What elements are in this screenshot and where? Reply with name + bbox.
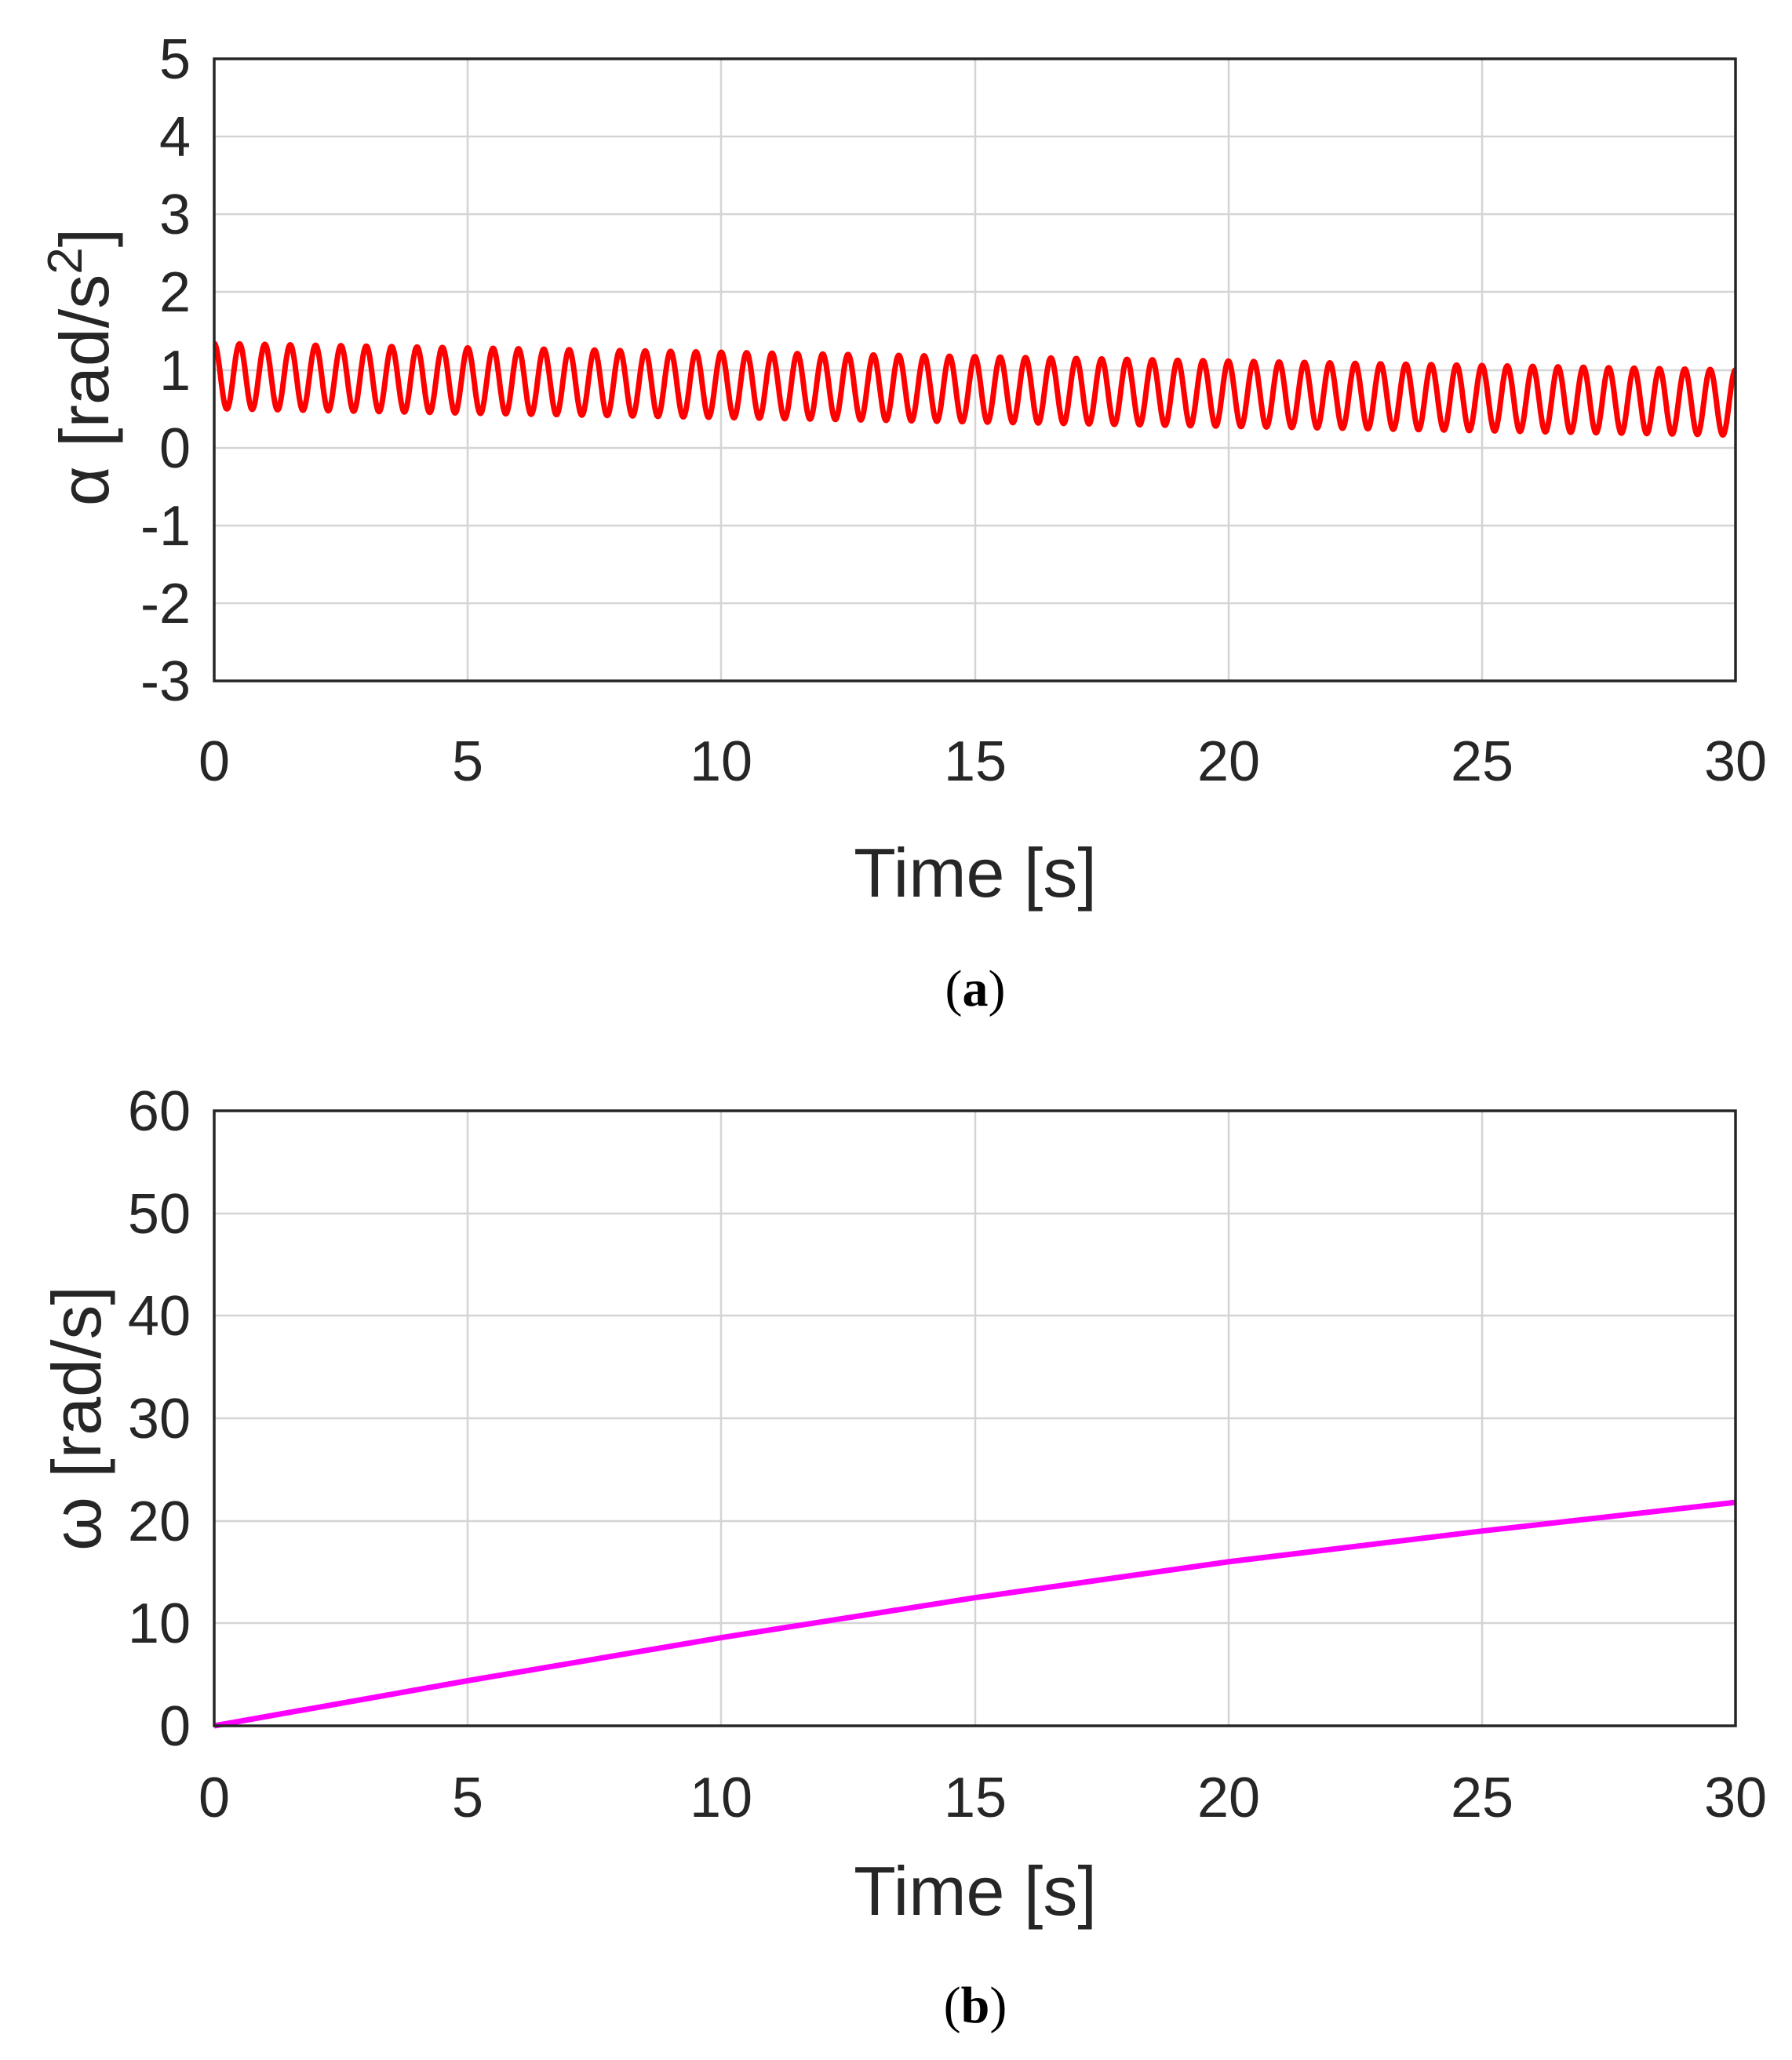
panel-a-xtick-label: 30 [1704,730,1767,793]
panel-b-ytick-label: 10 [128,1592,191,1655]
panel-a-ytick-label: -2 [140,573,191,635]
panel-a-ytick-label: 0 [159,417,191,480]
panel-b-xtick-label: 0 [199,1767,230,1829]
panel-a-ytick-label: 3 [159,184,191,246]
panel-a-y-axis-label-main: α [rad/s [46,275,123,506]
panel-a-ytick-label: -3 [140,650,191,713]
panel-b-ytick-label: 40 [128,1285,191,1348]
panel-a-series-alpha [212,340,1738,438]
panel-b-axes-box [213,1109,1737,1727]
panel-a: 5 4 3 2 1 0 -1 -2 -3 0 5 10 15 20 25 30 … [38,28,1767,1017]
panel-b-xtick-label: 30 [1704,1767,1767,1829]
panel-b-xtick-label: 15 [944,1767,1007,1829]
panel-a-axes-box [213,57,1737,682]
panel-b-x-ticks: 0 5 10 15 20 25 30 [199,1767,1767,1829]
panel-a-ytick-label: 4 [159,106,191,169]
panel-b-xtick-label: 5 [452,1767,483,1829]
panel-b-xtick-label: 20 [1197,1767,1260,1829]
panel-b-gridlines [214,1111,1736,1726]
panel-a-ytick-label: 5 [159,28,191,91]
panel-b-ytick-label: 0 [159,1695,191,1758]
panel-a-xtick-label: 10 [690,730,752,793]
panel-a-y-axis-label-close: ] [46,228,123,247]
panel-a-caption: (a) [945,960,1006,1017]
panel-b-ytick-label: 60 [128,1080,191,1143]
panel-a-y-ticks: 5 4 3 2 1 0 -1 -2 -3 [140,28,191,713]
panel-b-x-axis-label: Time [s] [854,1852,1097,1930]
panel-a-xtick-label: 5 [452,730,483,793]
panel-b-caption: (b) [944,1977,1007,2034]
panel-a-xtick-label: 0 [199,730,230,793]
panel-b-ytick-label: 50 [128,1183,191,1246]
panel-b-y-axis-label: ω [rad/s] [38,1286,115,1551]
panel-b-series-omega [213,1499,1736,1729]
panel-a-ytick-label: 2 [159,261,191,324]
panel-b-xtick-label: 10 [690,1767,752,1829]
panel-a-caption-letter: a [963,960,989,1017]
panel-b-xtick-label: 25 [1451,1767,1513,1829]
panel-a-y-axis-label-superscript: 2 [38,247,93,274]
panel-b: 60 50 40 30 20 10 0 0 5 10 15 20 25 30 T… [38,1080,1767,2034]
panel-a-ytick-label: -1 [140,495,191,558]
panel-b-caption-letter: b [961,1977,990,2034]
panel-a-xtick-label: 25 [1451,730,1513,793]
panel-b-y-ticks: 60 50 40 30 20 10 0 [128,1080,191,1758]
panel-b-ytick-label: 30 [128,1388,191,1450]
panel-b-ytick-label: 20 [128,1490,191,1553]
panel-a-xtick-label: 20 [1197,730,1260,793]
panel-a-y-axis-label: α [rad/s2] [38,228,123,506]
panel-a-x-axis-label: Time [s] [854,834,1097,912]
panel-a-ytick-label: 1 [159,340,191,402]
panel-a-x-ticks: 0 5 10 15 20 25 30 [199,730,1767,793]
panel-a-xtick-label: 15 [944,730,1007,793]
